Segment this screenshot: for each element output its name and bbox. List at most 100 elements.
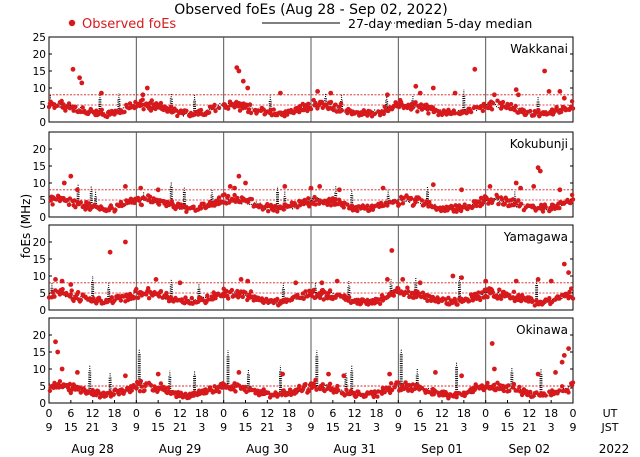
x-tick-ut: 0 [308,407,315,420]
observed-point [306,101,311,107]
observed-point [51,101,56,107]
observed-point [47,388,53,393]
x-tick-ut: 18 [195,407,209,420]
observed-point [385,92,390,98]
observed-point [569,192,575,198]
observed-point [68,173,74,179]
observed-point [75,370,80,375]
x-tick-ut: 12 [86,407,100,420]
observed-point [490,100,496,106]
observed-point [306,196,311,201]
observed-point [537,168,543,174]
x-tick-ut: 6 [242,407,249,420]
observed-point [388,381,394,386]
day-label: Aug 31 [333,442,376,456]
y-tick-label: 20 [33,237,46,249]
observed-point [140,97,145,102]
x-tick-ut: 0 [395,407,402,420]
legend-observed-label: Observed foEs [82,17,176,32]
observed-point [78,297,84,303]
observed-point [224,288,229,294]
observed-point [113,387,118,392]
x-tick-ut: 12 [522,407,536,420]
observed-point [77,75,82,81]
panel-yamagawa: 0 5 10 15 20 Yamagawa [33,224,576,317]
observed-point [138,378,144,384]
observed-point [67,381,73,387]
observed-point [175,113,180,119]
observed-point [121,202,126,208]
observed-point [417,291,422,296]
x-tick-jst: 21 [260,421,274,434]
observed-point [500,99,506,105]
observed-point [344,387,349,393]
observed-point [452,111,457,116]
observed-point [336,388,341,393]
observed-point [94,108,99,113]
observed-point [453,299,458,304]
x-tick-jst: 15 [326,421,340,434]
observed-point [113,207,118,213]
observed-point [326,371,331,377]
y-axis-label: foEs (MHz) [19,194,33,258]
observed-point [543,204,548,210]
observed-point [313,202,318,207]
observed-point [528,108,533,114]
observed-point [222,192,227,197]
observed-point [377,301,383,306]
observed-point [213,108,218,114]
observed-point [166,385,171,390]
observed-point [46,104,52,110]
y-tick-label: 25 [33,32,46,44]
observed-point [287,387,293,392]
x-tick-ut: 12 [260,407,274,420]
observed-point [318,291,324,297]
x-tick-jst: 15 [413,421,427,434]
observed-point [216,195,222,200]
observed-point [513,87,519,93]
observed-point [57,379,63,384]
observed-point [478,297,483,303]
observed-point [319,280,325,286]
observed-point [60,287,65,292]
station-label: Kokubunji [510,137,568,151]
observed-point [236,68,242,74]
observed-point [385,203,390,208]
observed-point [553,370,558,375]
observed-point [557,89,563,94]
observed-point [144,85,150,91]
observed-point [554,104,559,110]
observed-point [142,388,147,393]
x-tick-jst: 21 [86,421,100,434]
observed-point [317,184,323,189]
x-tick-jst: 15 [501,421,515,434]
observed-point [303,289,308,294]
day-label: Aug 29 [159,442,202,456]
observed-point [158,289,164,294]
observed-point [472,66,478,72]
y-tick-label: 0 [39,398,46,410]
observed-point [275,296,280,302]
observed-point [118,199,124,205]
observed-point [243,180,248,186]
observed-point [470,204,476,209]
observed-point [61,102,66,107]
observed-point [293,280,299,286]
observed-point [492,366,497,372]
observed-point [226,193,231,199]
observed-point [459,187,464,193]
legend-5day-label: 5-day median [446,16,532,31]
observed-point [212,384,217,389]
y-tick-label: 0 [39,212,46,224]
observed-point [53,277,58,282]
observed-point [518,201,524,206]
observed-point [61,180,67,186]
observed-point [232,192,237,198]
observed-point [240,78,246,84]
observed-point [561,353,567,358]
x-tick-jst: 3 [111,421,118,434]
observed-point [73,205,78,210]
observed-point [417,280,423,286]
observed-point [566,390,571,395]
x-tick-jst: 9 [46,421,53,434]
